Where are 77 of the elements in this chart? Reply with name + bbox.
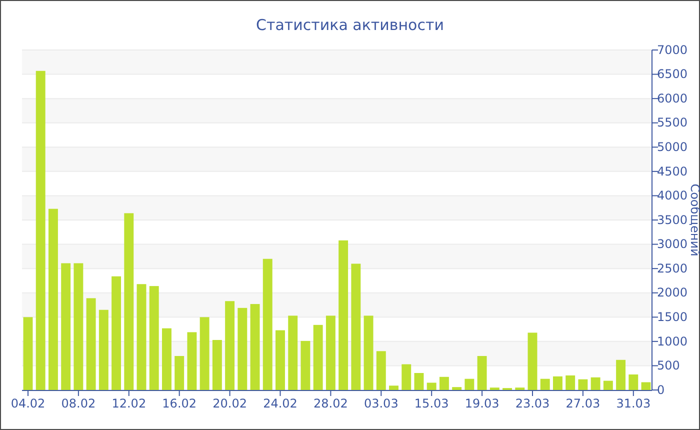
x-tick-label: 08.02 [61, 396, 96, 411]
bar [402, 364, 412, 390]
y-tick-label: 6000 [657, 91, 688, 106]
bar [276, 330, 285, 390]
bar [338, 240, 348, 390]
bar [616, 360, 626, 390]
bar [250, 304, 260, 390]
bar [439, 376, 449, 390]
bar [36, 70, 46, 390]
y-axis-title: Сообщений [688, 184, 700, 256]
bar [48, 208, 58, 390]
y-tick-label: 6500 [657, 67, 688, 82]
chart-title: Статистика активности [256, 16, 444, 34]
x-tick-label: 04.02 [10, 396, 46, 411]
bar [225, 301, 235, 390]
bar [578, 379, 588, 390]
bar [23, 317, 33, 390]
y-tick-label: 3000 [657, 237, 688, 252]
y-tick-label: 1500 [657, 310, 688, 324]
bar [641, 382, 651, 390]
bar [174, 356, 184, 390]
bar [628, 374, 638, 390]
bar [414, 373, 424, 390]
bar [364, 316, 374, 390]
bar [288, 316, 298, 390]
x-tick-label: 20.02 [212, 396, 247, 411]
bar [590, 377, 600, 390]
bar [452, 387, 462, 390]
y-tick-label: 5000 [657, 140, 688, 154]
bar [528, 332, 538, 390]
y-tick-label: 3500 [657, 212, 688, 227]
bar [74, 263, 84, 390]
bar [112, 276, 122, 390]
bar [426, 382, 436, 390]
bar [212, 340, 222, 390]
bar [376, 351, 386, 390]
bar [149, 286, 159, 390]
bar [238, 308, 248, 390]
bar [187, 332, 197, 390]
x-tick-label: 16.02 [162, 396, 197, 411]
bar [464, 378, 474, 390]
y-tick-label: 0 [657, 382, 665, 397]
y-tick-label: 2000 [657, 286, 688, 300]
bar [313, 324, 323, 390]
bar [326, 316, 336, 390]
x-tick-label: 27.03 [566, 396, 600, 411]
y-tick-label: 4000 [657, 188, 688, 203]
x-tick-label: 31.03 [616, 396, 651, 411]
y-tick-label: 7000 [657, 42, 688, 57]
y-tick-label: 4500 [657, 164, 688, 178]
bar [477, 356, 487, 390]
bar [162, 328, 172, 390]
bar [61, 263, 71, 390]
y-tick-label: 500 [657, 358, 680, 373]
bar [262, 258, 272, 390]
bar [552, 376, 562, 390]
bar [124, 213, 134, 390]
x-tick-label: 19.03 [464, 396, 500, 411]
bar [389, 386, 398, 390]
bar [136, 284, 146, 390]
bar [86, 298, 96, 390]
y-tick-label: 5500 [657, 116, 688, 130]
x-tick-label: 28.02 [314, 396, 348, 411]
bar [300, 340, 310, 390]
bar [540, 378, 550, 390]
bar [200, 317, 210, 390]
x-tick-label: 03.03 [364, 396, 398, 411]
bar [351, 264, 361, 390]
y-tick-label: 1000 [657, 334, 688, 348]
x-tick-label: 24.02 [263, 396, 298, 411]
y-tick-label: 2500 [657, 261, 688, 276]
x-tick-label: 23.03 [515, 396, 550, 411]
bar [566, 375, 576, 390]
x-tick-label: 15.03 [414, 396, 449, 411]
x-tick-label: 12.02 [112, 396, 146, 411]
bar [98, 310, 108, 390]
bar [603, 380, 613, 390]
